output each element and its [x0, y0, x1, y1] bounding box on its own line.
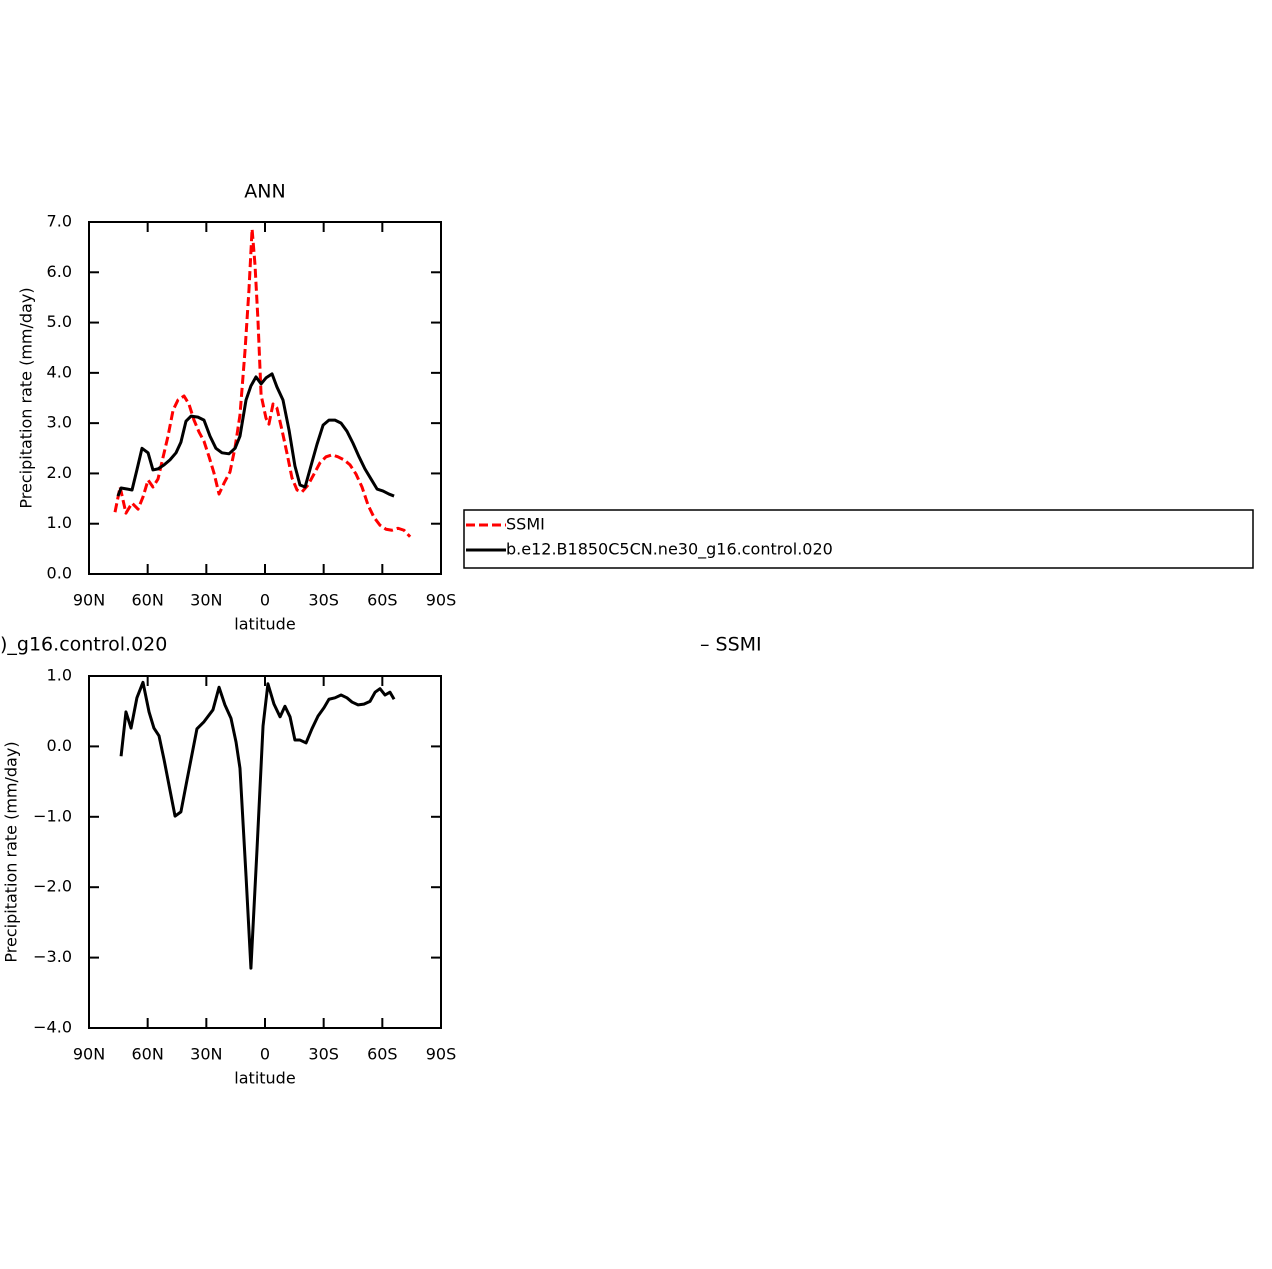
x-tick-label: 30S	[308, 591, 339, 610]
x-tick-label: 60S	[367, 1045, 398, 1064]
y-tick-label: 4.0	[47, 362, 72, 381]
x-tick-label: 90N	[73, 1045, 105, 1064]
legend-box	[463, 509, 1254, 569]
y-axis-label: Precipitation rate (mm/day)	[2, 741, 21, 962]
y-tick-label: 2.0	[47, 463, 72, 482]
y-tick-label: 0.0	[47, 736, 72, 755]
y-tick-label: 1.0	[47, 513, 72, 532]
y-tick-label: −4.0	[33, 1018, 72, 1037]
chart-title: – SSMI	[700, 634, 762, 656]
chart-title: )_g16.control.020	[0, 634, 167, 656]
y-tick-label: −1.0	[33, 806, 72, 825]
legend-label: SSMI	[506, 515, 545, 534]
x-axis-label: latitude	[234, 615, 295, 634]
y-tick-label: 6.0	[47, 262, 72, 281]
y-tick-label: 5.0	[47, 312, 72, 331]
x-tick-label: 30S	[308, 1045, 339, 1064]
x-tick-label: 30N	[190, 591, 222, 610]
y-tick-label: 1.0	[47, 666, 72, 685]
y-tick-label: 7.0	[47, 212, 72, 231]
y-tick-label: 0.0	[47, 564, 72, 583]
x-tick-label: 0	[260, 1045, 270, 1064]
y-tick-label: 3.0	[47, 413, 72, 432]
y-axis-label: Precipitation rate (mm/day)	[17, 287, 36, 508]
x-tick-label: 90S	[426, 591, 457, 610]
x-tick-label: 90S	[426, 1045, 457, 1064]
x-tick-label: 90N	[73, 591, 105, 610]
data-line	[119, 680, 396, 970]
data-line	[116, 372, 395, 498]
x-tick-label: 60S	[367, 591, 398, 610]
x-tick-label: 60N	[132, 591, 164, 610]
y-tick-label: −3.0	[33, 947, 72, 966]
y-tick-label: −2.0	[33, 877, 72, 896]
legend-label: b.e12.B1850C5CN.ne30_g16.control.020	[506, 540, 833, 560]
x-tick-label: 0	[260, 591, 270, 610]
x-axis-label: latitude	[234, 1069, 295, 1088]
chart-title: ANN	[244, 181, 285, 203]
x-tick-label: 60N	[132, 1045, 164, 1064]
x-tick-label: 30N	[190, 1045, 222, 1064]
